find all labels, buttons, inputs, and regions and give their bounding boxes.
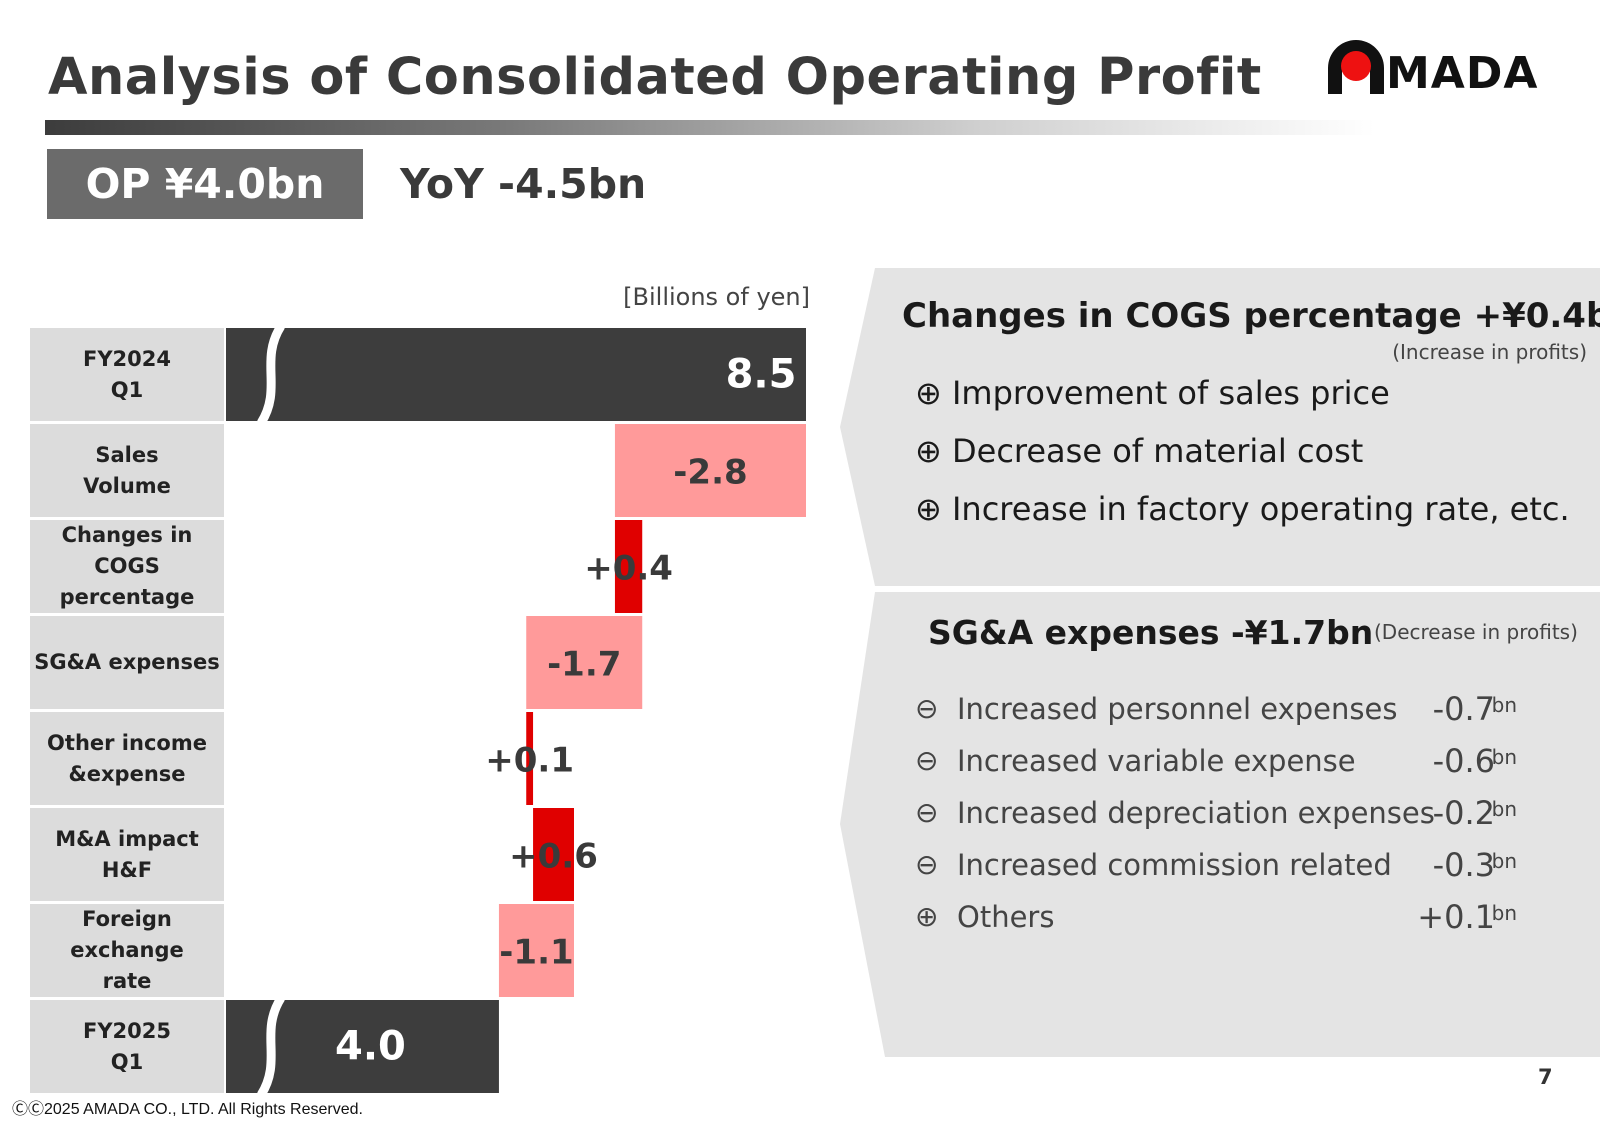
cogs-panel — [840, 268, 1600, 586]
sga-item-value: -0.6 — [1432, 742, 1495, 780]
data-label: 8.5 — [726, 352, 797, 398]
plus-circle-icon: ⊕ — [915, 374, 942, 412]
logo-a-mark — [1328, 40, 1384, 94]
waterfall-bar — [526, 616, 643, 709]
data-label: -1.1 — [499, 933, 573, 973]
waterfall-bar — [533, 808, 574, 901]
waterfall-bar — [614, 424, 806, 517]
waterfall-bar — [614, 520, 643, 613]
sga-item: ⊖ Increased personnel expenses -0.7 bn — [915, 687, 1555, 731]
waterfall-bar — [498, 904, 574, 997]
sga-panel-note: (Decrease in profits) — [1374, 620, 1578, 644]
data-label: +0.4 — [584, 549, 673, 589]
sga-item-text: Increased commission related — [957, 848, 1392, 882]
sga-item-value: -0.7 — [1432, 690, 1495, 728]
plus-circle-icon: ⊕ — [915, 900, 939, 933]
sga-item-value: +0.1 — [1417, 898, 1495, 936]
cogs-panel-note: (Increase in profits) — [1392, 340, 1587, 364]
axis-break-mark — [257, 995, 285, 1098]
sga-item-unit: bn — [1491, 797, 1517, 821]
category-label-fy2025: FY2025 Q1 — [30, 1000, 224, 1093]
op-badge: OP ¥4.0bn — [47, 149, 363, 219]
logo-red-dot — [1341, 51, 1371, 81]
cogs-item: ⊕ Increase in factory operating rate, et… — [915, 490, 1570, 528]
copyright-notice: ⒸⒸ2025 AMADA CO., LTD. All Rights Reserv… — [12, 1101, 363, 1118]
cogs-item-text: Increase in factory operating rate, etc. — [951, 490, 1570, 528]
category-label-sales-volume: Sales Volume — [30, 424, 224, 517]
page-title: Analysis of Consolidated Operating Profi… — [48, 48, 1262, 107]
chart-unit-label: [Billions of yen] — [623, 283, 810, 311]
yoy-label: YoY -4.5bn — [400, 160, 647, 208]
category-label-sga: SG&A expenses — [30, 616, 224, 709]
data-label: -2.8 — [673, 453, 747, 493]
minus-circle-icon: ⊖ — [915, 848, 939, 881]
sga-item: ⊕ Others +0.1 bn — [915, 895, 1555, 939]
logo-text: MADA — [1386, 48, 1539, 99]
category-label-ma-impact: M&A impact H&F — [30, 808, 224, 901]
cogs-item-text: Improvement of sales price — [951, 374, 1390, 412]
sga-item-text: Increased personnel expenses — [957, 692, 1398, 726]
data-label: +0.6 — [509, 837, 598, 877]
data-label: 4.0 — [335, 1024, 406, 1070]
sga-panel-title: SG&A expenses -¥1.7bn — [928, 613, 1374, 652]
waterfall-chart: 8.5 -2.8 +0.4 -1.7 +0.1 +0.6 -1.1 4.0 — [226, 328, 806, 1098]
amada-logo: MADA — [1326, 40, 1562, 99]
sga-item-unit: bn — [1491, 901, 1517, 925]
sga-item-unit: bn — [1491, 745, 1517, 769]
minus-circle-icon: ⊖ — [915, 692, 939, 725]
sga-item: ⊖ Increased commission related -0.3 bn — [915, 843, 1555, 887]
category-label-fx-rate: Foreign exchange rate — [30, 904, 224, 997]
category-label-cogs: Changes in COGS percentage — [30, 520, 224, 613]
waterfall-bar — [226, 328, 806, 421]
sga-item: ⊖ Increased variable expense -0.6 bn — [915, 739, 1555, 783]
sga-item-text: Increased depreciation expenses — [957, 796, 1435, 830]
sga-panel — [840, 592, 1600, 1057]
sga-item: ⊖ Increased depreciation expenses -0.2 b… — [915, 791, 1555, 835]
sga-item-unit: bn — [1491, 849, 1517, 873]
cogs-panel-title: Changes in COGS percentage +¥0.4bn — [902, 296, 1600, 336]
sga-item-text: Others — [957, 900, 1055, 934]
cogs-item: ⊕ Improvement of sales price — [915, 374, 1390, 412]
plus-circle-icon: ⊕ — [915, 432, 942, 470]
axis-break-mark — [257, 328, 285, 426]
cogs-item: ⊕ Decrease of material cost — [915, 432, 1363, 470]
page-number: 7 — [1538, 1065, 1553, 1089]
cogs-item-text: Decrease of material cost — [951, 432, 1364, 470]
category-label-fy2024: FY2024 Q1 — [30, 328, 224, 421]
waterfall-bar — [526, 712, 534, 805]
category-label-other-income: Other income &expense — [30, 712, 224, 805]
sga-item-value: -0.2 — [1432, 794, 1495, 832]
sga-item-value: -0.3 — [1432, 846, 1495, 884]
minus-circle-icon: ⊖ — [915, 744, 939, 777]
data-label: +0.1 — [485, 741, 574, 781]
plus-circle-icon: ⊕ — [915, 490, 942, 528]
category-column: FY2024 Q1 Sales Volume Changes in COGS p… — [30, 328, 224, 1096]
sga-item-unit: bn — [1491, 693, 1517, 717]
data-label: -1.7 — [547, 645, 621, 685]
minus-circle-icon: ⊖ — [915, 796, 939, 829]
sga-item-text: Increased variable expense — [957, 744, 1356, 778]
title-underline — [45, 120, 1375, 135]
